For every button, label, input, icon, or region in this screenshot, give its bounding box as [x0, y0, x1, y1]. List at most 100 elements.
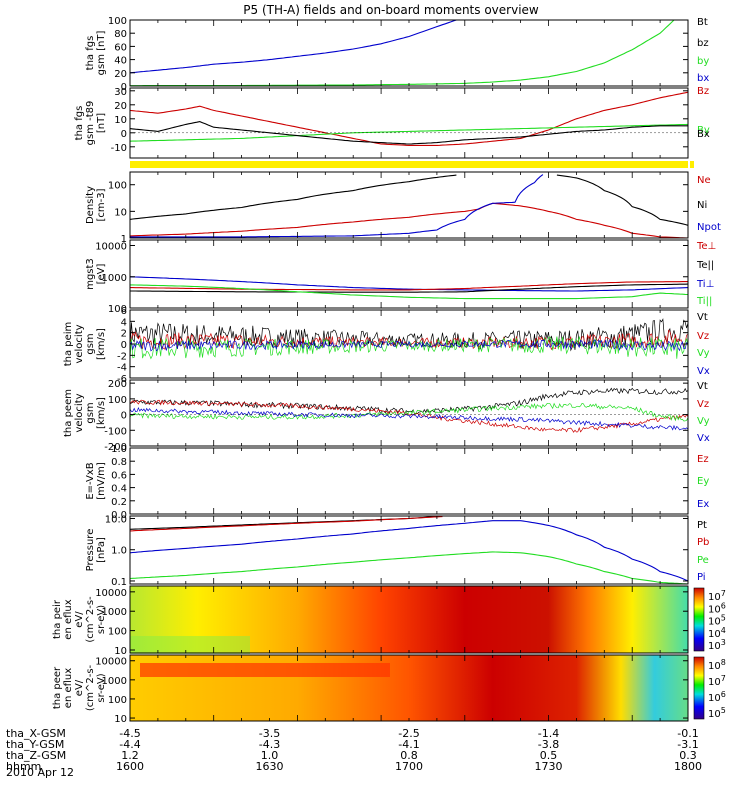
y-axis-label: Pressure[nPa] [85, 529, 107, 572]
legend-label: By [697, 125, 710, 136]
x-row-value: -4.1 [398, 738, 419, 751]
y-tick-label: 0 [121, 82, 127, 93]
legend-label: Bz [697, 86, 709, 97]
y-tick-label: 100 [108, 627, 127, 638]
y-tick-label: 30 [114, 87, 127, 98]
legend-label: Vy [697, 348, 710, 359]
legend-label: Pt [697, 520, 707, 531]
series-line-te [130, 281, 688, 291]
x-row-value: 1630 [256, 760, 284, 773]
legend-label: Ey [697, 476, 709, 487]
series-line-ti [130, 284, 689, 300]
y-tick-label: 10 [114, 714, 127, 725]
legend-label: Te⊥ [696, 241, 716, 252]
series-line-bx [129, 121, 688, 145]
series-line-vx [129, 339, 689, 352]
legend-label: Ne [697, 175, 711, 186]
y-tick-label: 100 [108, 395, 127, 406]
x-row-label: tha_Y-GSM [6, 738, 64, 751]
legend-label: Vz [697, 399, 709, 410]
legend-label: Npot [697, 222, 721, 233]
y-tick-label: 0.6 [111, 470, 127, 481]
colorbar-tick-label: 108 [708, 658, 726, 672]
legend-label: Vz [697, 331, 709, 342]
y-tick-label: 10000 [95, 588, 127, 599]
y-axis-label: tha peimvelocitygsm[km/s] [63, 322, 107, 367]
legend-label: Vt [697, 381, 708, 392]
panel-4: Te⊥ Te|| Ti⊥ Ti|| 100 1000 10000 mgst3[eV] [85, 239, 716, 315]
panel-frame [129, 447, 689, 515]
y-tick-label: 100 [108, 16, 127, 27]
y-tick-label: 100 [108, 695, 127, 706]
y-tick-label: 1 [121, 234, 127, 245]
y-axis-label: Density[cm-3] [85, 186, 107, 224]
colorbar-tick-label: 106 [708, 690, 726, 704]
x-row-value: 1800 [674, 760, 702, 773]
x-row-value: -4.5 [119, 727, 140, 740]
y-tick-label: 1.0 [111, 546, 127, 557]
legend-label: Ni [697, 200, 707, 211]
x-row-value: -4.4 [119, 738, 140, 751]
legend-label: Pb [697, 537, 709, 548]
x-row-value: -4.3 [259, 738, 280, 751]
date-label: 2010 Apr 12 [6, 766, 74, 779]
y-axis-label: mgst3[eV] [85, 258, 107, 290]
y-tick-label: 0.4 [111, 484, 127, 495]
y-axis-label: tha peeren efluxeV/(cm^2-s-sr-eV) [52, 664, 107, 711]
y-tick-label: 10000 [95, 242, 127, 253]
panel-frame [129, 19, 689, 87]
y-tick-label: 0.1 [111, 577, 127, 588]
x-row-value: 1.2 [121, 749, 139, 762]
series-line-pi [129, 520, 689, 582]
legend-label: Pe [697, 555, 709, 566]
colorbar-tick-label: 103 [708, 638, 726, 652]
panel-8: Pt Pb Pe Pi 0.1 1.0 10.0 Pressure[nPa] [85, 514, 709, 587]
x-row-label: tha_Z-GSM [6, 749, 66, 762]
y-tick-label: 200 [108, 379, 127, 390]
x-row-value: -1.4 [538, 727, 559, 740]
x-row-value: -3.1 [677, 738, 698, 751]
y-tick-label: -4 [117, 363, 127, 374]
series-line-ni [556, 174, 689, 226]
legend-label: Te|| [696, 260, 714, 271]
y-tick-label: 100 [108, 304, 127, 315]
y-axis-label: tha fgsgsm -t89[nT] [74, 101, 107, 146]
figure-title: P5 (TH-A) fields and on-board moments ov… [243, 3, 539, 17]
x-row-value: -3.5 [259, 727, 280, 740]
legend-label: bx [697, 73, 709, 84]
series-line-pt [129, 516, 437, 530]
legend-label: Vx [697, 366, 710, 377]
x-row-value: -0.1 [677, 727, 698, 740]
spectrogram-band [130, 636, 250, 654]
y-tick-label: 0 [121, 340, 127, 351]
series-line-vy [129, 402, 689, 422]
x-row-value: -3.8 [538, 738, 559, 751]
legend-label: by [697, 56, 709, 67]
y-axis-label: tha peiren efluxeV/(cm^2-s-sr-eV) [52, 596, 107, 643]
x-row-label: tha_X-GSM [6, 727, 66, 740]
legend-label: Ez [697, 454, 709, 465]
x-row-value: 1700 [395, 760, 423, 773]
y-tick-label: 10 [114, 207, 127, 218]
series-line-ti [129, 276, 689, 292]
legend-label: Bx [697, 129, 710, 140]
y-tick-label: 1.0 [111, 444, 127, 455]
series-line-bz [129, 91, 689, 146]
y-tick-label: -10 [111, 143, 127, 154]
y-tick-label: 10 [114, 646, 127, 657]
y-tick-label: 2 [121, 329, 127, 340]
legend-label: Vx [697, 433, 710, 444]
series-line-npot [130, 174, 544, 238]
x-row-label: hhmm [6, 760, 41, 773]
series-line-vz [129, 399, 689, 433]
y-tick-label: -2 [117, 351, 127, 362]
series-line-vt [129, 318, 689, 352]
